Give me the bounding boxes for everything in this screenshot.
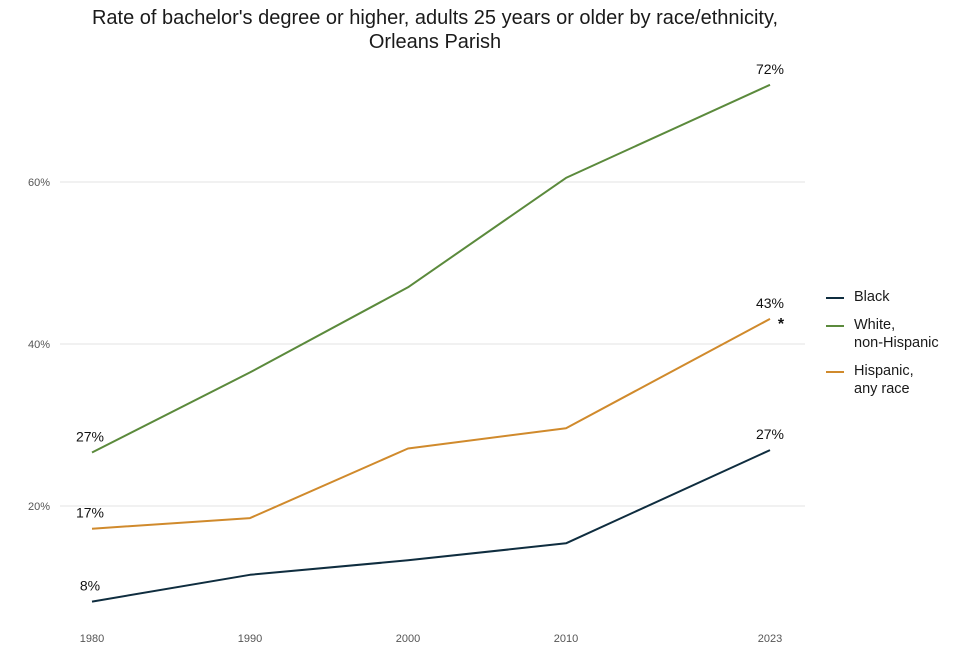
y-tick-label-20: 20% bbox=[28, 501, 50, 513]
data-label-1-0: 27% bbox=[76, 429, 104, 445]
legend-label-white: White, non-Hispanic bbox=[854, 317, 939, 351]
legend-swatch-black bbox=[826, 297, 844, 299]
y-axis: 20% 40% 60% bbox=[28, 177, 50, 513]
x-axis: 1980 1990 2000 2010 2023 bbox=[80, 633, 782, 645]
y-tick-label-40: 40% bbox=[28, 339, 50, 351]
series-line-1 bbox=[91, 83, 771, 454]
legend-label-black: Black bbox=[854, 289, 890, 305]
x-tick-label-2000: 2000 bbox=[396, 633, 420, 645]
x-tick-label-2023: 2023 bbox=[758, 633, 782, 645]
chart-title: Rate of bachelor's degree or higher, adu… bbox=[91, 7, 779, 53]
legend-swatch-hispanic bbox=[826, 371, 844, 373]
data-label-1-4: 72% bbox=[756, 61, 784, 77]
y-tick-label-60: 60% bbox=[28, 177, 50, 189]
series-line-0 bbox=[91, 449, 771, 603]
data-labels: 8% 27% 27% 72% 17% 43% * bbox=[76, 61, 785, 594]
x-tick-label-1990: 1990 bbox=[238, 633, 262, 645]
legend-swatch-white bbox=[826, 325, 844, 327]
data-label-0-4: 27% bbox=[756, 426, 784, 442]
series-line-2 bbox=[91, 318, 771, 530]
data-label-2-4: 43% bbox=[756, 295, 784, 311]
legend-item-black: Black bbox=[826, 288, 939, 306]
data-label-2-0: 17% bbox=[76, 505, 104, 521]
gridlines bbox=[60, 181, 805, 507]
legend: Black White, non-Hispanic Hispanic, any … bbox=[826, 288, 939, 408]
x-tick-label-2010: 2010 bbox=[554, 633, 578, 645]
legend-label-hispanic: Hispanic, any race bbox=[854, 363, 914, 397]
legend-item-white: White, non-Hispanic bbox=[826, 316, 939, 352]
asterisk-annotation: * bbox=[778, 316, 785, 333]
x-tick-label-1980: 1980 bbox=[80, 633, 104, 645]
legend-item-hispanic: Hispanic, any race bbox=[826, 362, 939, 398]
series-lines bbox=[91, 83, 771, 603]
data-label-0-0: 8% bbox=[80, 578, 100, 594]
